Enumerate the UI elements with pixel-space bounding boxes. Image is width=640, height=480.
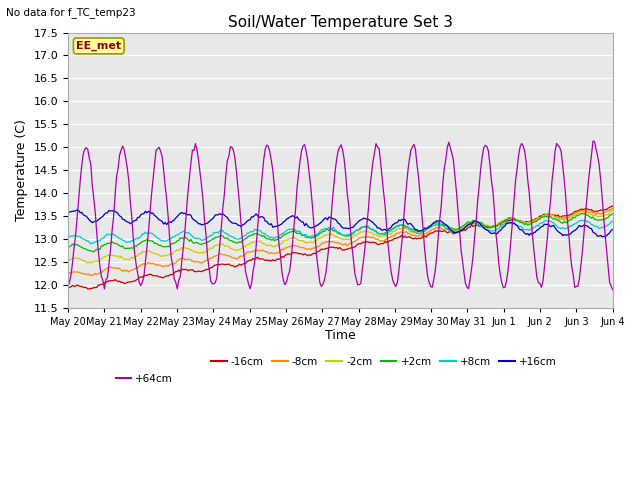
+64cm xyxy=(227,144,234,150)
+2cm xyxy=(246,233,254,239)
Legend: +64cm: +64cm xyxy=(111,370,177,388)
-2cm xyxy=(304,240,312,246)
+64cm xyxy=(589,138,597,144)
-2cm xyxy=(64,257,72,263)
+2cm xyxy=(304,235,312,240)
+8cm xyxy=(582,217,589,223)
Title: Soil/Water Temperature Set 3: Soil/Water Temperature Set 3 xyxy=(228,15,453,30)
-8cm xyxy=(609,205,616,211)
+2cm xyxy=(64,244,72,250)
-8cm xyxy=(255,248,263,253)
+8cm xyxy=(609,218,616,224)
-16cm xyxy=(132,277,140,283)
Line: -8cm: -8cm xyxy=(68,208,612,276)
+8cm xyxy=(246,229,254,235)
+16cm xyxy=(304,223,312,229)
+16cm xyxy=(132,217,140,223)
+8cm xyxy=(542,217,550,223)
+16cm xyxy=(228,220,236,226)
+8cm xyxy=(87,241,95,247)
-16cm xyxy=(580,206,588,212)
+64cm xyxy=(131,252,139,257)
+16cm xyxy=(246,217,254,223)
-16cm xyxy=(609,203,616,209)
-16cm xyxy=(64,285,72,291)
+2cm xyxy=(582,211,589,216)
-2cm xyxy=(228,246,236,252)
Y-axis label: Temperature (C): Temperature (C) xyxy=(15,119,28,221)
+2cm xyxy=(255,232,263,238)
+64cm xyxy=(64,284,72,289)
+16cm xyxy=(64,209,72,215)
-16cm xyxy=(228,263,236,268)
Line: +64cm: +64cm xyxy=(68,141,612,290)
+8cm xyxy=(255,228,263,233)
+64cm xyxy=(244,281,252,287)
+2cm xyxy=(609,211,616,216)
Line: -16cm: -16cm xyxy=(68,206,612,289)
-8cm xyxy=(64,271,72,277)
-8cm xyxy=(246,249,254,255)
-16cm xyxy=(85,286,93,292)
Text: EE_met: EE_met xyxy=(76,41,122,51)
-2cm xyxy=(609,207,616,213)
-8cm xyxy=(580,208,588,214)
-8cm xyxy=(304,246,312,252)
+8cm xyxy=(64,235,72,240)
+64cm xyxy=(302,149,310,155)
-2cm xyxy=(132,254,140,260)
+64cm xyxy=(579,249,586,255)
Line: +16cm: +16cm xyxy=(68,210,612,237)
+16cm xyxy=(580,222,588,228)
+8cm xyxy=(132,235,140,241)
+2cm xyxy=(228,238,236,244)
+64cm xyxy=(254,224,262,230)
-16cm xyxy=(304,253,312,259)
-8cm xyxy=(132,265,140,271)
-2cm xyxy=(246,240,254,246)
-2cm xyxy=(84,260,92,266)
-2cm xyxy=(580,208,588,214)
+16cm xyxy=(255,215,263,220)
+2cm xyxy=(90,249,98,255)
+16cm xyxy=(601,234,609,240)
+8cm xyxy=(304,233,312,239)
-8cm xyxy=(87,273,95,279)
+16cm xyxy=(609,227,616,232)
-16cm xyxy=(246,257,254,263)
-8cm xyxy=(228,254,236,260)
-16cm xyxy=(255,256,263,262)
+2cm xyxy=(577,211,585,216)
+16cm xyxy=(74,207,81,213)
Text: No data for f_TC_temp23: No data for f_TC_temp23 xyxy=(6,7,136,18)
+8cm xyxy=(228,234,236,240)
Line: -2cm: -2cm xyxy=(68,210,612,263)
Line: +2cm: +2cm xyxy=(68,214,612,252)
X-axis label: Time: Time xyxy=(325,329,356,342)
+2cm xyxy=(132,243,140,249)
+64cm xyxy=(609,287,616,293)
-2cm xyxy=(255,239,263,244)
Line: +8cm: +8cm xyxy=(68,220,612,244)
